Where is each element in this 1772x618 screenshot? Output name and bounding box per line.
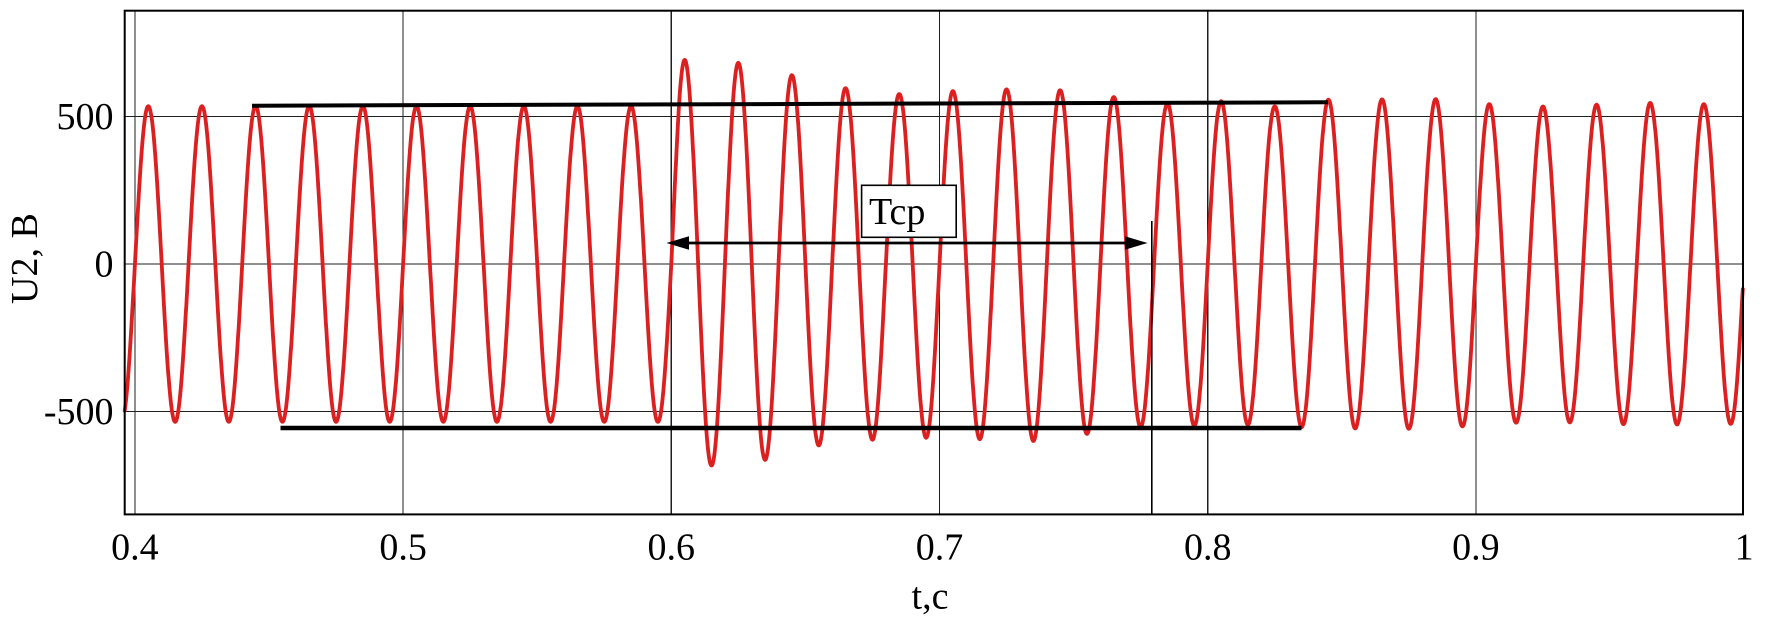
svg-text:U2, B: U2, B [4,213,46,304]
svg-text:500: 500 [57,96,114,138]
svg-text:0.9: 0.9 [1452,526,1500,568]
svg-text:1: 1 [1735,526,1754,568]
svg-text:0.8: 0.8 [1184,526,1232,568]
svg-text:-500: -500 [44,391,114,433]
svg-text:0.4: 0.4 [111,526,159,568]
svg-text:0.6: 0.6 [648,526,696,568]
svg-text:Tcp: Tcp [869,191,925,233]
svg-text:0.7: 0.7 [916,526,964,568]
svg-text:t,c: t,c [912,576,949,618]
svg-text:0.5: 0.5 [379,526,427,568]
svg-text:0: 0 [95,243,114,285]
